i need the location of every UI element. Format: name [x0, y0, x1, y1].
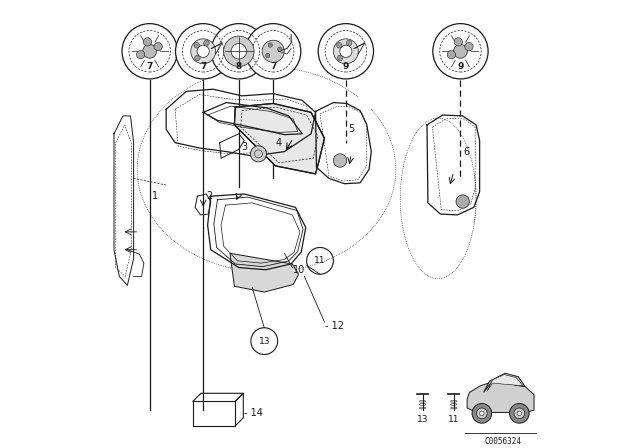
Text: C0056324: C0056324 [484, 437, 522, 446]
Text: - 14: - 14 [244, 408, 263, 418]
Circle shape [514, 408, 525, 419]
Circle shape [197, 45, 209, 57]
Text: - 12: - 12 [325, 320, 344, 331]
Circle shape [250, 146, 266, 162]
Text: 5: 5 [349, 124, 355, 134]
Circle shape [346, 40, 352, 46]
Circle shape [456, 195, 469, 208]
Circle shape [175, 24, 231, 79]
Circle shape [337, 43, 342, 48]
Text: 9: 9 [342, 62, 349, 71]
Circle shape [194, 43, 200, 48]
Circle shape [333, 154, 347, 167]
Text: 7: 7 [270, 62, 276, 71]
Circle shape [136, 51, 145, 59]
Circle shape [262, 40, 284, 62]
Polygon shape [230, 253, 299, 292]
Text: 3: 3 [241, 142, 248, 152]
Circle shape [231, 43, 246, 59]
Polygon shape [484, 373, 525, 392]
Circle shape [195, 55, 200, 61]
Circle shape [143, 44, 157, 58]
Polygon shape [467, 382, 534, 413]
Circle shape [479, 411, 484, 416]
Circle shape [143, 38, 152, 46]
Circle shape [246, 24, 301, 79]
Circle shape [122, 24, 177, 79]
Circle shape [472, 404, 492, 423]
Text: 9: 9 [457, 62, 463, 71]
Circle shape [333, 39, 358, 64]
Circle shape [318, 24, 374, 79]
Text: 7: 7 [147, 62, 153, 71]
Text: 13: 13 [259, 336, 270, 345]
Text: 2: 2 [206, 191, 212, 201]
Circle shape [509, 404, 529, 423]
Text: 1: 1 [152, 191, 159, 201]
Text: 11: 11 [314, 256, 326, 265]
Circle shape [433, 24, 488, 79]
Text: 10: 10 [293, 265, 305, 275]
Circle shape [191, 39, 216, 64]
Circle shape [340, 45, 352, 57]
Circle shape [154, 43, 163, 51]
Circle shape [454, 44, 467, 58]
Circle shape [266, 53, 270, 58]
Text: 6: 6 [463, 146, 469, 157]
Text: 4: 4 [276, 138, 282, 148]
Circle shape [465, 43, 473, 51]
Text: 8: 8 [236, 62, 242, 71]
Circle shape [268, 43, 273, 47]
Polygon shape [487, 375, 523, 391]
Circle shape [211, 24, 266, 79]
Circle shape [477, 408, 487, 419]
Text: 7: 7 [200, 62, 206, 71]
Circle shape [223, 36, 254, 66]
Circle shape [517, 411, 522, 416]
Text: 13: 13 [417, 415, 428, 424]
Circle shape [337, 55, 343, 61]
Text: 11: 11 [448, 415, 460, 424]
Circle shape [454, 38, 463, 46]
Circle shape [204, 40, 209, 46]
Circle shape [278, 47, 282, 52]
Circle shape [447, 51, 456, 59]
Polygon shape [234, 103, 324, 174]
